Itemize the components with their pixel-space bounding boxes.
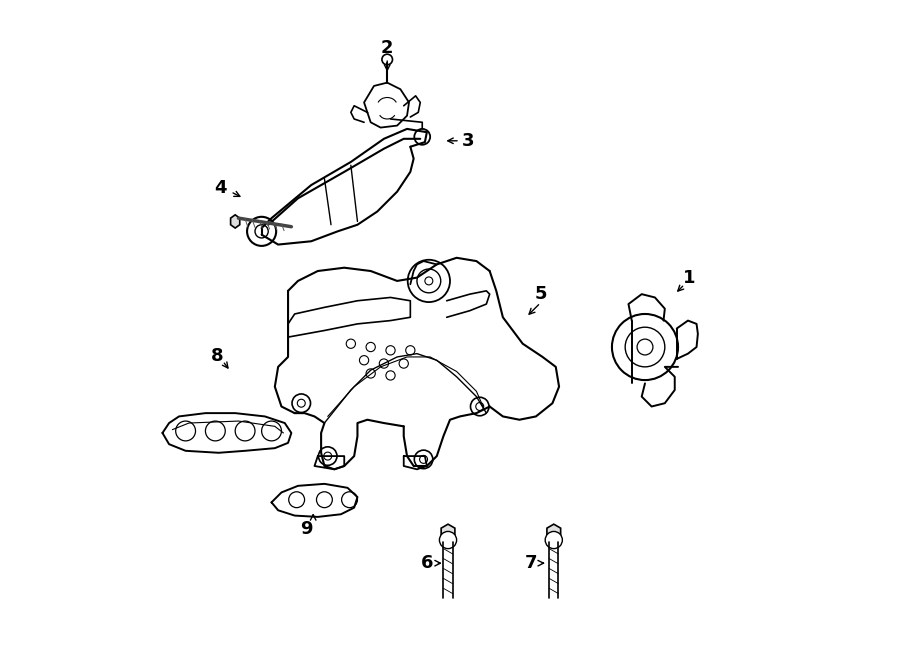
Text: 7: 7 bbox=[525, 554, 537, 572]
Circle shape bbox=[439, 531, 456, 549]
Text: 1: 1 bbox=[683, 268, 696, 287]
Circle shape bbox=[408, 260, 450, 302]
Text: 8: 8 bbox=[211, 346, 223, 365]
Circle shape bbox=[342, 492, 357, 508]
Polygon shape bbox=[230, 215, 239, 228]
Circle shape bbox=[471, 397, 489, 416]
Circle shape bbox=[176, 421, 195, 441]
Circle shape bbox=[255, 225, 268, 238]
Text: 3: 3 bbox=[463, 132, 475, 150]
Circle shape bbox=[205, 421, 225, 441]
Circle shape bbox=[382, 54, 392, 65]
Text: 9: 9 bbox=[300, 520, 312, 538]
Circle shape bbox=[248, 217, 276, 246]
Circle shape bbox=[292, 394, 310, 412]
Circle shape bbox=[319, 447, 337, 465]
Circle shape bbox=[235, 421, 255, 441]
Text: 4: 4 bbox=[213, 179, 226, 198]
Circle shape bbox=[262, 421, 282, 441]
Text: 5: 5 bbox=[535, 285, 547, 303]
Circle shape bbox=[317, 492, 332, 508]
Circle shape bbox=[414, 450, 433, 469]
Circle shape bbox=[414, 129, 430, 145]
Circle shape bbox=[545, 531, 562, 549]
Text: 6: 6 bbox=[420, 554, 433, 572]
Polygon shape bbox=[547, 524, 561, 540]
Circle shape bbox=[612, 314, 678, 380]
Polygon shape bbox=[441, 524, 454, 540]
Circle shape bbox=[289, 492, 304, 508]
Text: 2: 2 bbox=[381, 38, 393, 57]
